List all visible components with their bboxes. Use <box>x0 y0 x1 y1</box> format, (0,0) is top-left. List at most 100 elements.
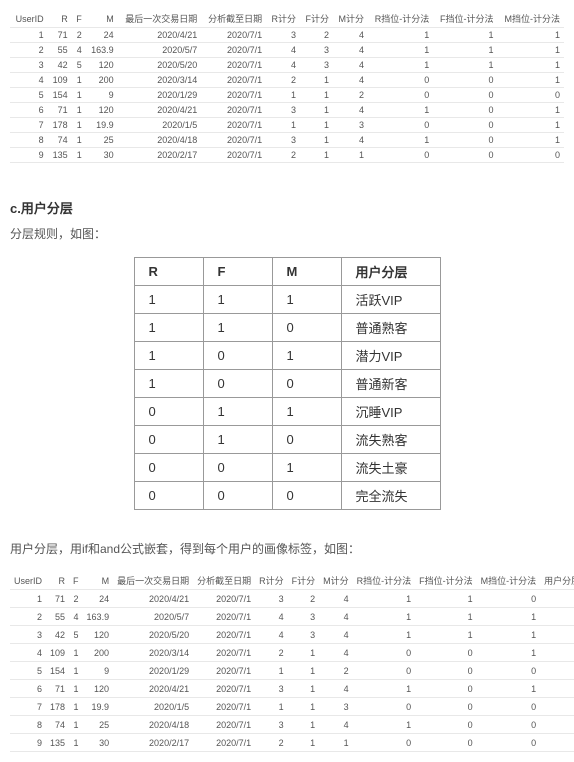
table-cell: 3 <box>266 103 300 118</box>
table-cell: 135 <box>46 734 69 752</box>
table-cell: 0 <box>272 426 341 454</box>
table-cell: 1 <box>272 342 341 370</box>
table-cell: 完全流失 <box>540 698 574 716</box>
table-row: 67111202020/4/212020/7/1314101潜力VIP <box>10 680 574 698</box>
table-cell: 2020/4/21 <box>118 28 202 43</box>
table-cell: 完全流失 <box>341 482 440 510</box>
table-row: 410912002020/3/142020/7/1214001 <box>10 73 564 88</box>
table-cell: 154 <box>46 662 69 680</box>
table-cell: 2 <box>266 73 300 88</box>
table-cell: 9 <box>10 148 48 163</box>
table-cell: 4 <box>266 58 300 73</box>
table-cell: 2020/7/1 <box>201 58 266 73</box>
table-cell: 0 <box>477 716 541 734</box>
table-cell: 0 <box>353 698 416 716</box>
column-header: F <box>69 572 83 590</box>
table-cell: 1 <box>203 426 272 454</box>
column-header: M计分 <box>319 572 353 590</box>
column-header: F <box>72 10 86 28</box>
table-cell: 1 <box>266 118 300 133</box>
table-cell: 1 <box>134 286 203 314</box>
table-cell: 0 <box>415 680 477 698</box>
table-cell: 0 <box>134 398 203 426</box>
table-cell: 1 <box>415 608 477 626</box>
table-cell: 3 <box>255 680 288 698</box>
table-cell: 8 <box>10 716 46 734</box>
table-cell: 4 <box>319 680 353 698</box>
column-header: R <box>48 10 72 28</box>
table-cell: 1 <box>415 590 477 608</box>
table-cell: 1 <box>69 734 83 752</box>
table-cell: 0 <box>203 370 272 398</box>
table-cell: 109 <box>46 644 69 662</box>
table-cell: 2020/7/1 <box>193 734 255 752</box>
table-cell: 4 <box>333 103 368 118</box>
column-header: M <box>272 258 341 286</box>
table-cell: 2020/7/1 <box>193 590 255 608</box>
table-cell: 1 <box>272 454 341 482</box>
table-cell: 1 <box>266 88 300 103</box>
table-cell: 4 <box>333 43 368 58</box>
table-cell: 4 <box>319 590 353 608</box>
table-cell: 2020/5/20 <box>113 626 193 644</box>
table-cell: 1 <box>353 608 416 626</box>
table-cell: 3 <box>266 133 300 148</box>
table-cell: 1 <box>300 88 333 103</box>
rule-intro-text: 分层规则，如图： <box>10 225 564 242</box>
table-row: 67111202020/4/212020/7/1314101 <box>10 103 564 118</box>
table-cell: 71 <box>48 103 72 118</box>
table-cell: 154 <box>48 88 72 103</box>
column-header: F挡位-计分法 <box>433 10 497 28</box>
table-cell: 1 <box>72 148 86 163</box>
table-cell: 1 <box>288 644 320 662</box>
table-cell: 19.9 <box>83 698 114 716</box>
table-cell: 1 <box>368 133 433 148</box>
table-row: 5154192020/1/292020/7/1112000 <box>10 88 564 103</box>
table-cell: 120 <box>83 680 114 698</box>
table-cell: 普通新课 <box>540 716 574 734</box>
table-cell: 普通熟客 <box>341 314 440 342</box>
table-cell: 0 <box>353 662 416 680</box>
table-cell: 0 <box>433 133 497 148</box>
table-cell: 2020/4/18 <box>118 133 202 148</box>
table-cell: 活跃VIP <box>341 286 440 314</box>
table-cell: 潜力VIP <box>540 680 574 698</box>
table-cell: 1 <box>134 314 203 342</box>
table-cell: 1 <box>498 118 564 133</box>
table-cell: 1 <box>353 716 416 734</box>
table-cell: 2020/7/1 <box>201 73 266 88</box>
table-cell: 1 <box>203 398 272 426</box>
table-cell: 0 <box>433 118 497 133</box>
column-header: R计分 <box>266 10 300 28</box>
table-cell: 1 <box>433 58 497 73</box>
table-cell: 0 <box>203 454 272 482</box>
table-cell: 4 <box>319 608 353 626</box>
table-cell: 5 <box>10 662 46 680</box>
segmented-table: UserIDRFM最后一次交易日期分析截至日期R计分F计分M计分R挡位-计分法F… <box>10 572 574 752</box>
table-cell: 沉睡VIP <box>341 398 440 426</box>
column-header: R <box>134 258 203 286</box>
table-row: 2554163.92020/5/72020/7/1434111活跃VIP <box>10 608 574 626</box>
table-cell: 0 <box>368 148 433 163</box>
table-cell: 2 <box>10 43 48 58</box>
table-cell: 1 <box>72 103 86 118</box>
table-cell: 3 <box>266 28 300 43</box>
table-cell: 4 <box>333 73 368 88</box>
table-cell: 1 <box>272 286 341 314</box>
scores-table: UserIDRFM最后一次交易日期分析截至日期R计分F计分M计分R挡位-计分法F… <box>10 10 564 163</box>
table-cell: 2020/4/18 <box>113 716 193 734</box>
table-cell: 135 <box>48 148 72 163</box>
table-cell: 1 <box>498 103 564 118</box>
table-cell: 5 <box>69 626 83 644</box>
table-cell: 0 <box>203 342 272 370</box>
table-cell: 1 <box>300 103 333 118</box>
table-cell: 2020/3/14 <box>113 644 193 662</box>
table-cell: 2 <box>255 734 288 752</box>
table-cell: 120 <box>86 58 118 73</box>
table-cell: 0 <box>134 454 203 482</box>
table-cell: 1 <box>255 698 288 716</box>
table-cell: 1 <box>433 28 497 43</box>
table-cell: 1 <box>477 626 541 644</box>
table-cell: 1 <box>69 662 83 680</box>
table-cell: 1 <box>353 626 416 644</box>
